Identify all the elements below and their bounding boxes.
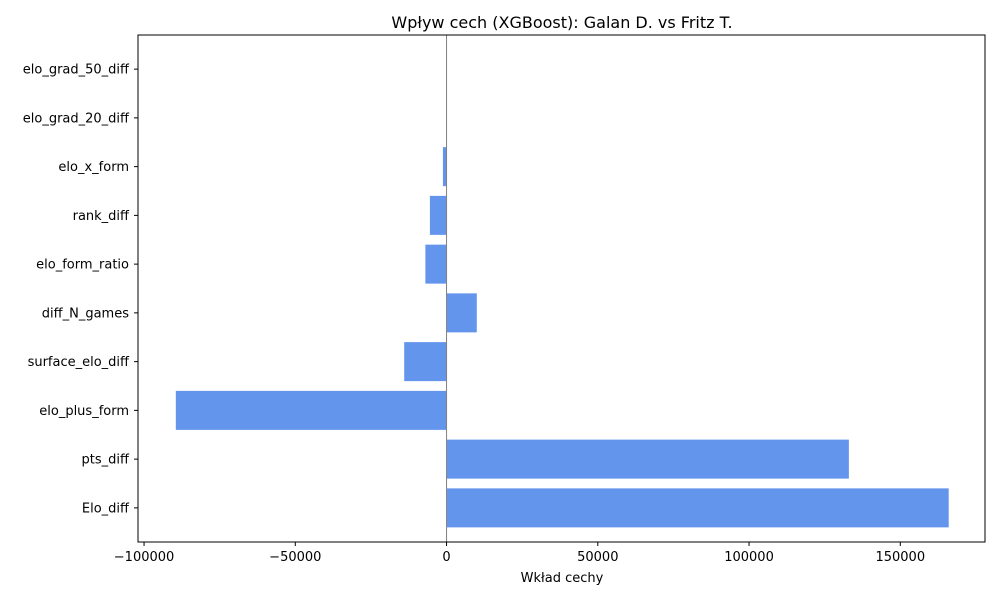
y-axis: Elo_diff pts_diff elo_plus_form surface_elo…	[23, 63, 138, 516]
x-tick-label: 100000	[724, 550, 774, 565]
bar-elo-x-form	[442, 147, 447, 187]
x-axis: −100000 −50000 0 50000 100000 150000	[114, 542, 925, 565]
bars	[175, 147, 949, 528]
bar-surface-elo-diff	[404, 342, 447, 382]
bar-pts-diff	[446, 439, 849, 479]
y-tick-label: elo_x_form	[58, 160, 129, 175]
x-axis-label: Wkład cechy	[521, 571, 604, 586]
y-tick-label: diff_N_games	[42, 306, 129, 321]
y-tick-label: surface_elo_diff	[28, 355, 130, 370]
y-tick-label: rank_diff	[73, 209, 130, 224]
y-tick-label: elo_grad_50_diff	[23, 63, 130, 78]
bar-rank-diff	[429, 195, 447, 235]
y-tick-label: Elo_diff	[82, 501, 130, 516]
bar-elo-form-ratio	[425, 244, 447, 284]
y-tick-label: elo_form_ratio	[36, 258, 129, 273]
plot-frame	[137, 34, 986, 543]
bar-diff-n-games	[446, 293, 477, 333]
bar-elo-diff	[446, 488, 949, 528]
x-tick-label: 0	[442, 550, 450, 565]
x-tick-label: 150000	[875, 550, 925, 565]
x-tick-label: 50000	[577, 550, 618, 565]
x-tick-label: −100000	[114, 550, 175, 565]
x-tick-label: −50000	[269, 550, 321, 565]
y-tick-label: pts_diff	[82, 453, 130, 468]
chart-title: Wpływ cech (XGBoost): Galan D. vs Fritz …	[391, 13, 732, 32]
y-tick-label: elo_grad_20_diff	[23, 111, 130, 126]
bar-elo-plus-form	[175, 390, 447, 430]
y-tick-label: elo_plus_form	[39, 404, 129, 419]
